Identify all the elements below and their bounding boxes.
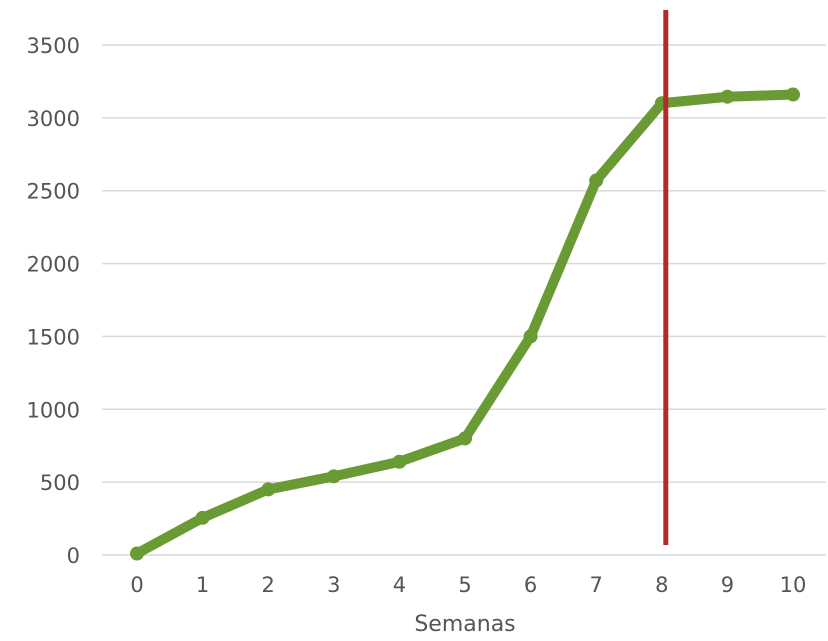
y-tick-label: 500 bbox=[40, 471, 80, 495]
x-tick-label: 2 bbox=[262, 573, 275, 597]
series-line bbox=[132, 89, 798, 559]
x-tick-label: 4 bbox=[393, 573, 406, 597]
y-axis-tick-labels: 0 500 1000 1500 2000 2500 3000 3500 bbox=[27, 34, 80, 568]
x-tick-label: 7 bbox=[590, 573, 603, 597]
x-tick-label: 10 bbox=[780, 573, 807, 597]
series-layer bbox=[130, 87, 800, 561]
y-tick-label: 1000 bbox=[27, 398, 80, 422]
y-tick-label: 0 bbox=[67, 544, 80, 568]
y-tick-label: 1500 bbox=[27, 325, 80, 349]
data-point bbox=[589, 173, 604, 188]
data-point bbox=[786, 87, 800, 102]
x-tick-label: 3 bbox=[327, 573, 340, 597]
data-point bbox=[261, 482, 276, 497]
data-point bbox=[392, 454, 407, 469]
x-tick-label: 0 bbox=[130, 573, 143, 597]
x-tick-label: 6 bbox=[524, 573, 537, 597]
y-tick-label: 2500 bbox=[27, 180, 80, 204]
x-tick-label: 5 bbox=[458, 573, 471, 597]
data-point bbox=[523, 329, 538, 344]
x-axis-title: Semanas bbox=[414, 612, 515, 637]
y-tick-label: 3500 bbox=[27, 34, 80, 58]
data-point bbox=[458, 431, 472, 446]
y-tick-label: 2000 bbox=[27, 253, 80, 277]
x-axis-tick-labels: 0 1 2 3 4 5 6 7 8 9 10 bbox=[130, 573, 806, 597]
data-point bbox=[130, 546, 144, 561]
y-tick-label: 3000 bbox=[27, 107, 80, 131]
x-tick-label: 9 bbox=[721, 573, 734, 597]
gridlines bbox=[102, 44, 826, 556]
data-point bbox=[720, 89, 735, 104]
x-tick-label: 1 bbox=[196, 573, 209, 597]
data-point bbox=[326, 469, 341, 484]
data-point bbox=[195, 510, 210, 525]
x-tick-label: 8 bbox=[655, 573, 668, 597]
